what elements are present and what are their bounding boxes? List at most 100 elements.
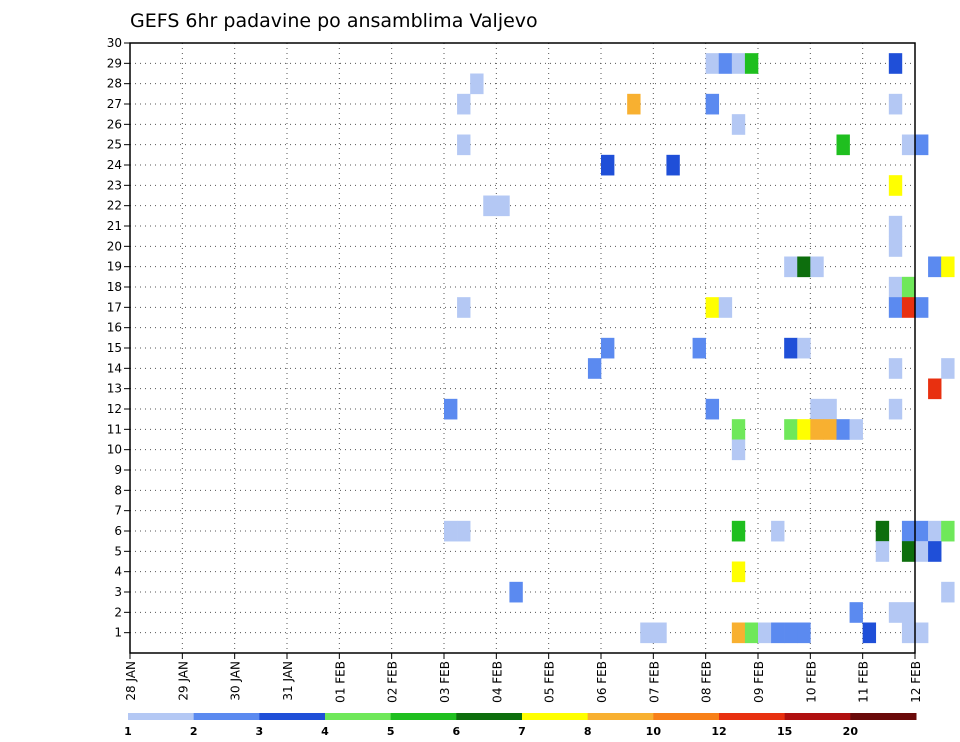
heatmap-cell — [483, 195, 497, 217]
heatmap-cell — [823, 419, 837, 440]
heatmap-cell — [731, 439, 746, 461]
heatmap-cell — [836, 134, 850, 156]
legend-label: 10 — [646, 725, 662, 738]
y-tick-label: 18 — [107, 280, 122, 294]
heatmap-cell — [731, 53, 746, 74]
legend-swatch — [784, 713, 851, 720]
heatmap-cell — [457, 93, 471, 115]
heatmap-cell — [771, 520, 785, 542]
x-tick-label: 10 FEB — [804, 661, 818, 703]
y-tick-label: 3 — [114, 585, 122, 599]
legend-label: 7 — [518, 725, 526, 738]
heatmap-cell — [888, 358, 903, 379]
y-tick-label: 11 — [107, 422, 122, 436]
heatmap-cell — [457, 297, 471, 318]
legend-swatch — [850, 713, 917, 720]
legend-label: 8 — [584, 725, 592, 738]
heatmap-cell — [888, 297, 903, 318]
heatmap-cell — [901, 297, 916, 318]
heatmap-cell — [888, 236, 903, 257]
y-tick-label: 8 — [114, 483, 122, 497]
x-tick-label: 07 FEB — [647, 661, 661, 703]
heatmap-cell — [797, 256, 811, 278]
heatmap-cell — [888, 602, 903, 623]
heatmap-cell — [888, 93, 903, 115]
heatmap-cell — [928, 541, 942, 562]
y-tick-label: 24 — [107, 158, 122, 172]
legend-swatch — [653, 713, 720, 720]
legend-label: 6 — [453, 725, 461, 738]
legend-label: 2 — [190, 725, 198, 738]
heatmap-cell — [653, 622, 667, 644]
heatmap-cell — [601, 337, 615, 359]
y-tick-label: 26 — [107, 117, 122, 131]
chart-title: GEFS 6hr padavine po ansamblima Valjevo — [130, 10, 538, 32]
heatmap-cell — [915, 297, 929, 318]
heatmap-cell — [731, 561, 746, 583]
x-tick-label: 30 JAN — [229, 661, 243, 701]
y-tick-label: 13 — [107, 382, 122, 396]
heatmap-cell — [744, 53, 759, 74]
heatmap-cell — [901, 541, 916, 562]
x-tick-label: 12 FEB — [909, 661, 923, 703]
heatmap-cell — [797, 337, 811, 359]
heatmap-cell — [797, 622, 811, 644]
heatmap-cell — [784, 419, 798, 440]
x-tick-label: 28 JAN — [124, 661, 138, 701]
heatmap-cell — [915, 622, 929, 644]
legend-label: 12 — [711, 725, 726, 738]
x-tick-label: 09 FEB — [752, 661, 766, 703]
heatmap-cell — [627, 93, 641, 115]
legend-swatch — [325, 713, 392, 720]
heatmap-cell — [601, 154, 615, 176]
heatmap-cell — [666, 154, 680, 176]
legend-swatch — [390, 713, 457, 720]
y-tick-label: 22 — [107, 199, 122, 213]
heatmap-cell — [941, 358, 955, 379]
y-tick-label: 28 — [107, 77, 122, 91]
x-tick-label: 29 JAN — [176, 661, 190, 701]
color-legend: 1 2 3 4 5 6 7 8 10 12 15 20 — [124, 713, 917, 738]
y-tick-label: 4 — [114, 565, 122, 579]
x-tick-label: 08 FEB — [700, 661, 714, 703]
y-tick-label: 2 — [114, 605, 122, 619]
x-tick-label: 11 FEB — [857, 661, 871, 703]
grid — [130, 43, 915, 653]
heatmap-cell — [705, 93, 720, 115]
heatmap-cell — [784, 256, 798, 278]
heatmap-cell — [901, 622, 916, 644]
heatmap-cell — [758, 622, 772, 644]
legend-label: 15 — [777, 725, 792, 738]
heatmap-cell — [457, 520, 471, 542]
legend-swatch — [522, 713, 589, 720]
y-tick-label: 12 — [107, 402, 122, 416]
heatmap-cell — [888, 215, 903, 237]
y-tick-label: 27 — [107, 97, 122, 111]
heatmap-cell — [771, 622, 785, 644]
heatmap-cell — [705, 53, 720, 74]
y-tick-label: 7 — [114, 504, 122, 518]
y-tick-label: 15 — [107, 341, 122, 355]
y-tick-label: 1 — [114, 626, 122, 640]
legend-swatch — [456, 713, 523, 720]
heatmap-cell — [587, 358, 602, 379]
heatmap-cell — [915, 134, 929, 156]
heatmap-cell — [444, 398, 458, 420]
y-axis: 1234567891011121314151617181920212223242… — [107, 36, 130, 640]
y-tick-label: 5 — [114, 544, 122, 558]
heatmap-cell — [718, 53, 733, 74]
heatmap-cell — [731, 114, 746, 135]
heatmap-cell — [705, 398, 720, 420]
heatmap-cell — [692, 337, 706, 359]
heatmap-cell — [836, 419, 850, 440]
y-tick-label: 16 — [107, 321, 122, 335]
legend-label: 4 — [321, 725, 329, 738]
y-tick-label: 30 — [107, 36, 122, 50]
heatmap-cell — [718, 297, 733, 318]
heatmap-cell — [797, 419, 811, 440]
heatmap-cell — [862, 622, 877, 644]
heatmap-cell — [810, 398, 824, 420]
heatmap-cell — [928, 378, 942, 400]
legend-label: 1 — [124, 725, 132, 738]
